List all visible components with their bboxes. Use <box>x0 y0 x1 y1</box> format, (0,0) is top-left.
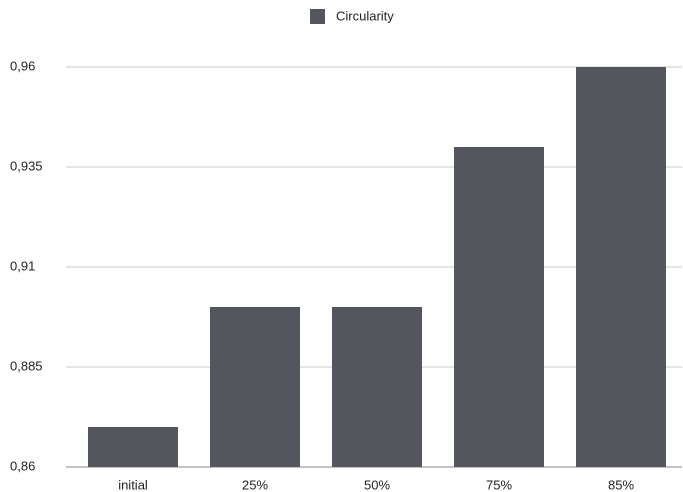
bar <box>210 307 300 467</box>
legend-label: Circularity <box>336 8 394 23</box>
y-tick-label: 0,935 <box>10 158 43 173</box>
legend-swatch <box>310 9 325 24</box>
y-tick-label: 0,86 <box>10 458 35 473</box>
x-tick-label: initial <box>118 477 148 492</box>
x-tick-label: 25% <box>242 477 268 492</box>
y-tick-label: 0,96 <box>10 58 35 73</box>
x-tick-label: 75% <box>486 477 512 492</box>
bar <box>576 67 666 467</box>
x-tick-label: 85% <box>608 477 634 492</box>
y-tick-label: 0,885 <box>10 358 43 373</box>
bar <box>88 427 178 467</box>
bar <box>332 307 422 467</box>
y-tick-label: 0,91 <box>10 258 35 273</box>
x-tick-label: 50% <box>364 477 390 492</box>
bar <box>454 147 544 467</box>
